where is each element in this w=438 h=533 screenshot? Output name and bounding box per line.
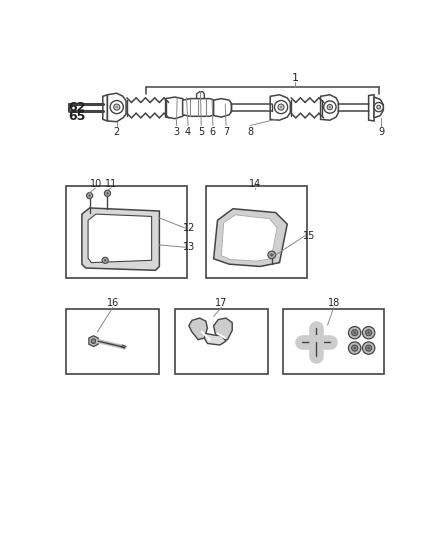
Polygon shape [214,318,232,341]
Circle shape [324,101,336,113]
Circle shape [374,102,383,112]
Text: 2: 2 [113,127,120,137]
Circle shape [349,327,361,339]
Text: 4: 4 [185,127,191,137]
Text: 13: 13 [183,242,195,252]
Polygon shape [204,334,226,345]
Polygon shape [103,95,107,121]
Text: 8: 8 [247,127,253,137]
Circle shape [367,347,370,349]
Circle shape [362,342,375,354]
Circle shape [377,105,381,109]
Polygon shape [89,336,98,346]
Polygon shape [82,208,159,270]
Text: 11: 11 [105,179,117,189]
Polygon shape [221,215,277,261]
Polygon shape [107,93,126,122]
Text: 10: 10 [90,179,102,189]
Circle shape [312,352,319,359]
Polygon shape [88,214,152,263]
Bar [67,185,187,278]
Circle shape [312,325,319,332]
Text: 9: 9 [378,127,384,137]
Text: 3: 3 [173,127,180,137]
Text: 18: 18 [328,298,340,309]
Circle shape [326,338,333,345]
Text: 12: 12 [183,223,195,233]
Circle shape [91,339,96,343]
Text: 15: 15 [303,231,315,241]
Circle shape [311,337,321,346]
Circle shape [113,104,120,110]
Polygon shape [214,99,231,117]
Polygon shape [214,209,287,266]
Circle shape [367,332,370,334]
Bar [67,309,159,374]
Circle shape [102,257,108,263]
Polygon shape [270,95,290,120]
Circle shape [275,101,288,114]
Text: 17: 17 [215,298,228,309]
Polygon shape [321,95,339,120]
Circle shape [353,332,356,334]
Circle shape [116,106,118,108]
Circle shape [366,345,372,351]
Polygon shape [374,97,383,118]
Polygon shape [369,95,374,121]
Circle shape [104,190,110,196]
Circle shape [268,251,276,259]
Circle shape [270,253,273,256]
Polygon shape [183,99,214,116]
Bar [283,309,384,374]
Bar [175,309,268,374]
Text: 7: 7 [223,127,229,137]
Circle shape [349,342,361,354]
Circle shape [88,195,91,197]
Text: 62: 62 [69,101,86,114]
Circle shape [298,338,305,345]
Circle shape [104,259,106,262]
Circle shape [314,340,318,344]
Circle shape [366,329,372,336]
Text: 14: 14 [249,179,261,189]
Polygon shape [166,97,185,119]
Circle shape [352,329,358,336]
Circle shape [352,345,358,351]
Circle shape [87,192,93,199]
Circle shape [278,104,284,110]
Circle shape [327,104,332,110]
Circle shape [106,192,109,195]
Text: 16: 16 [107,298,119,309]
Polygon shape [197,92,204,100]
Polygon shape [189,318,208,340]
Text: 5: 5 [198,127,205,137]
Text: 1: 1 [292,73,299,83]
Text: 65: 65 [69,110,86,123]
Circle shape [328,106,331,108]
Circle shape [362,327,375,339]
Circle shape [280,106,282,108]
Bar [206,185,307,278]
Text: 6: 6 [210,127,216,137]
Circle shape [110,101,124,114]
Circle shape [353,347,356,349]
